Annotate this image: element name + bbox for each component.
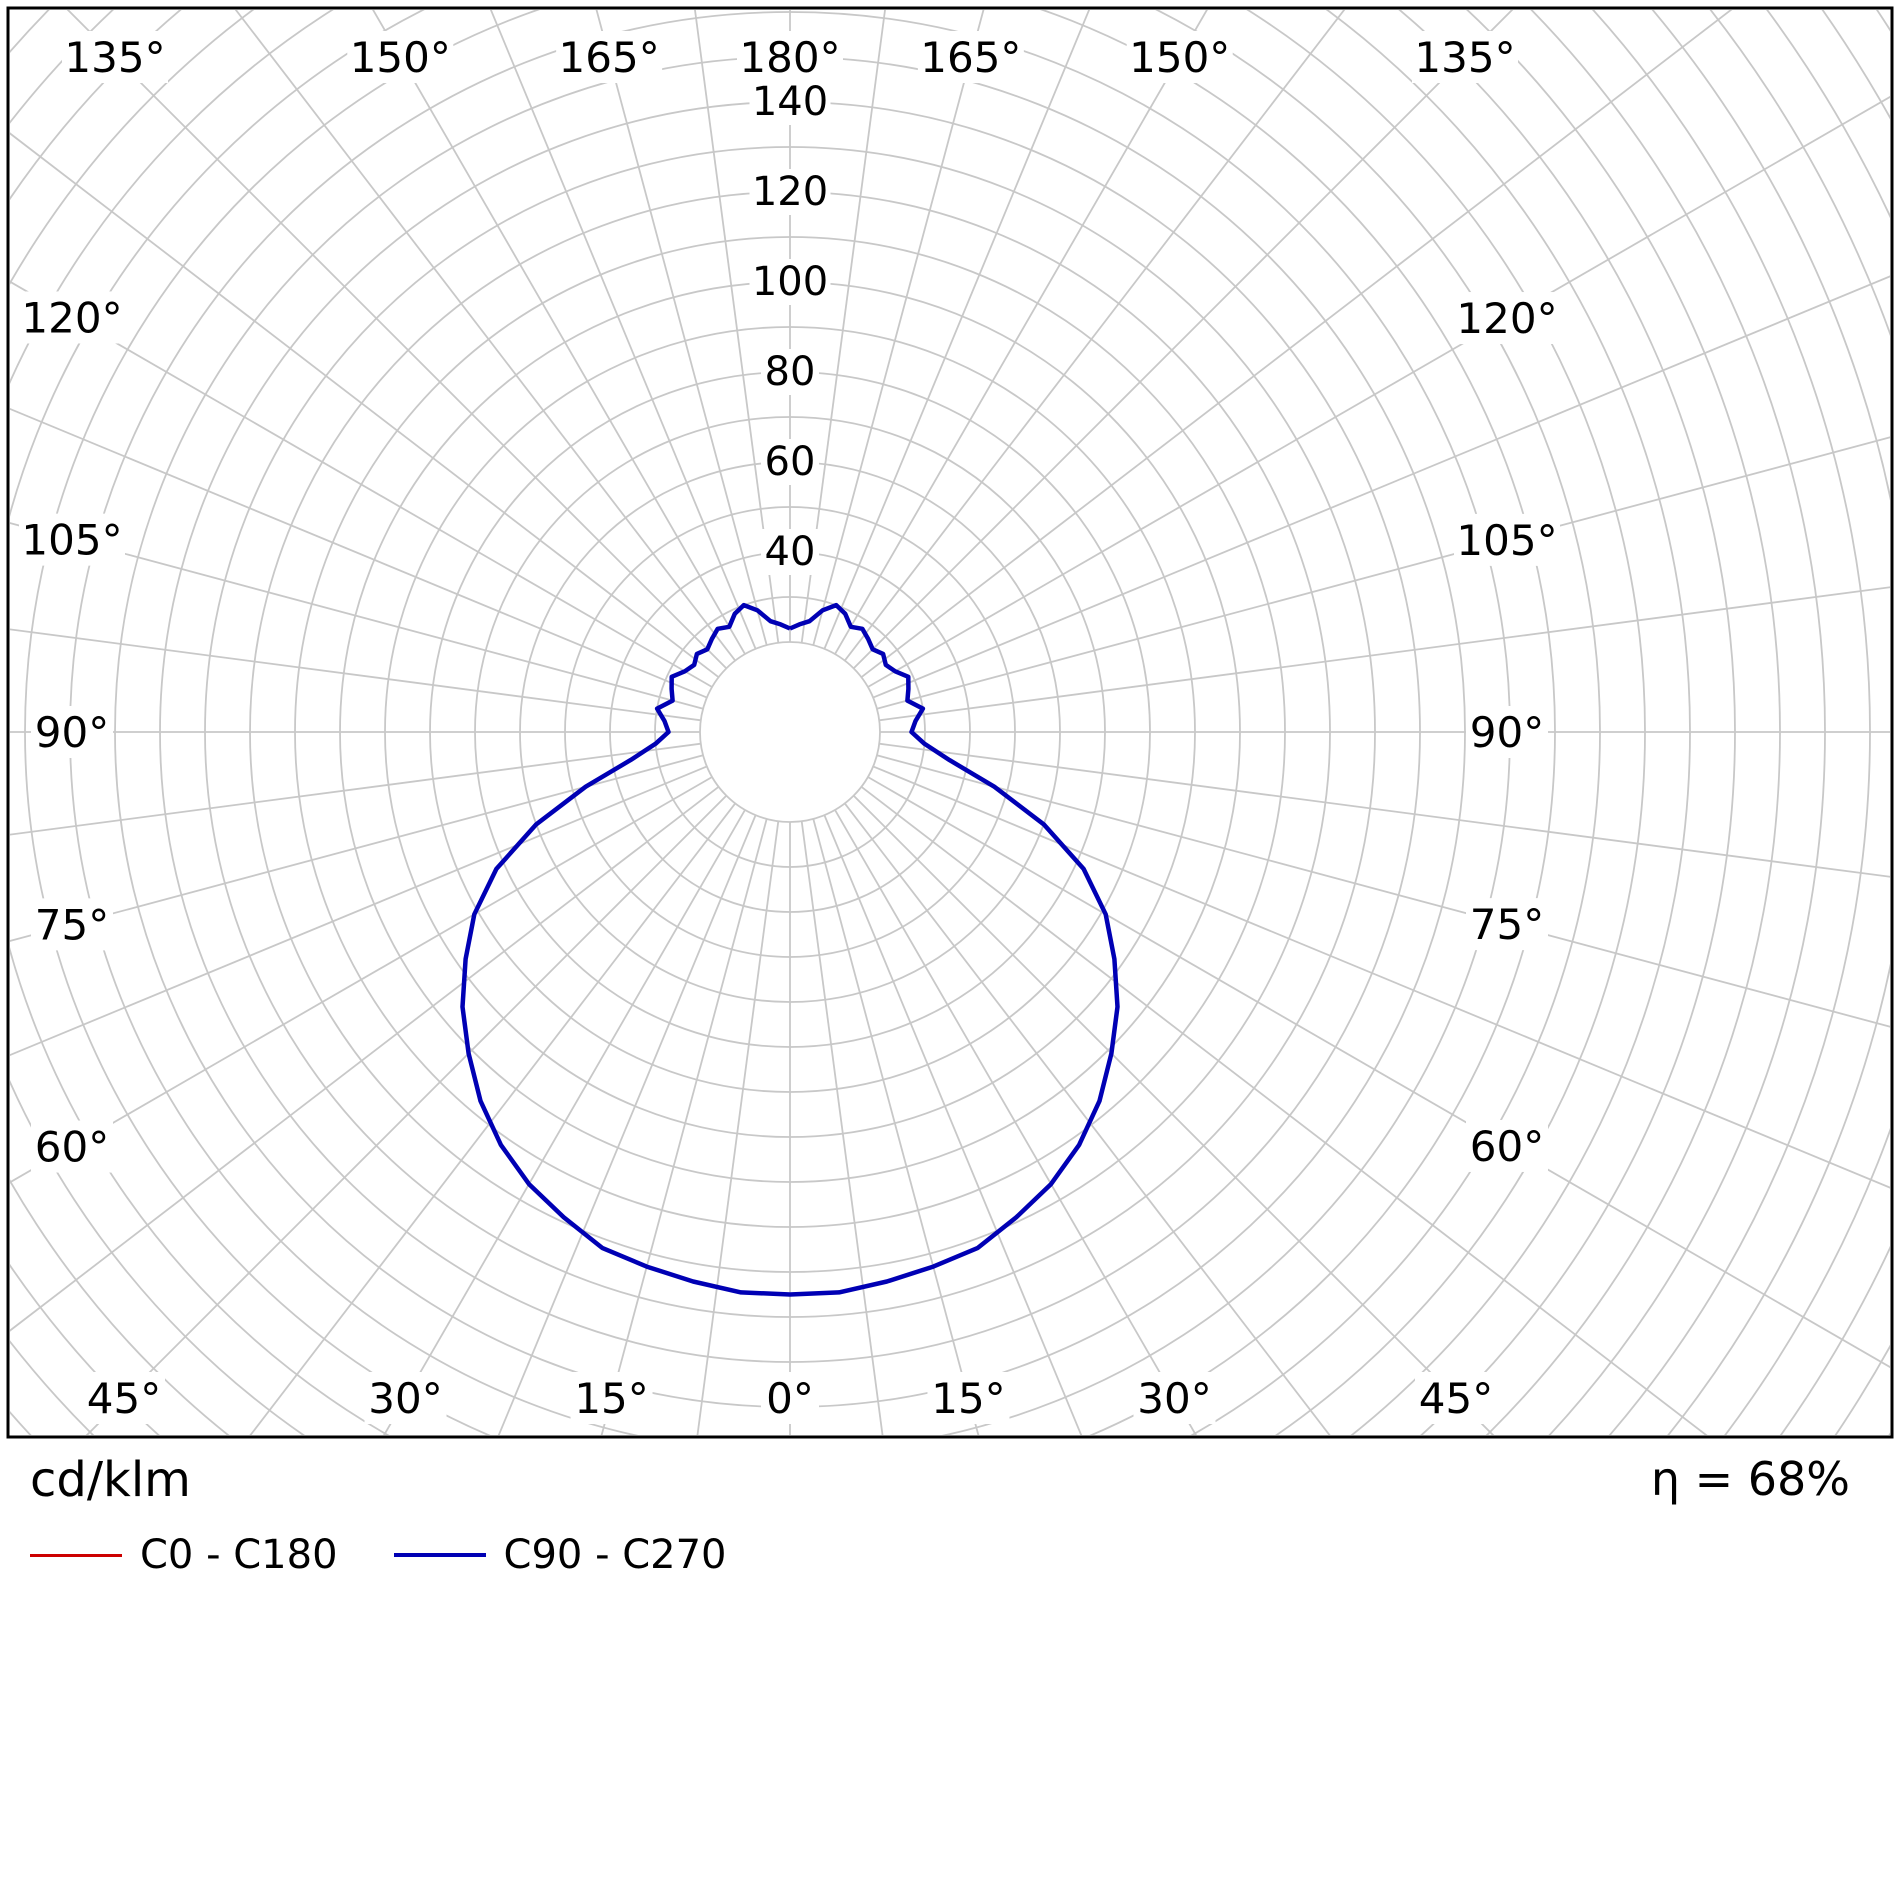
angle-tick-label: 105°: [1456, 516, 1557, 565]
angle-labels: 0° 15° 15° 30° 30° 45° 45° 60° 60° 75° 75° 90° 90° 10…: [19, 31, 1560, 1424]
legend: C0 - C180 C90 - C270: [30, 1532, 727, 1578]
angle-tick-label: 30°: [1137, 1374, 1211, 1423]
legend-label-c0-c180: C0 - C180: [140, 1532, 338, 1578]
angle-tick-label: 75°: [35, 900, 109, 949]
angle-tick-label: 165°: [559, 33, 660, 82]
angle-tick-label: 135°: [1414, 33, 1515, 82]
radial-labels: 40 60 80 100 120 140: [749, 79, 831, 575]
radial-tick-label: 60: [765, 439, 816, 485]
radial-tick-label: 100: [752, 259, 828, 305]
angle-tick-label: 0°: [766, 1374, 814, 1423]
angle-tick-label: 180°: [739, 33, 840, 82]
angle-tick-label: 30°: [368, 1374, 442, 1423]
angle-tick-label: 75°: [1470, 900, 1544, 949]
angle-tick-label: 135°: [64, 33, 165, 82]
angle-tick-label: 120°: [1456, 294, 1557, 343]
angle-tick-label: 15°: [931, 1374, 1005, 1423]
angle-tick-label: 150°: [350, 33, 451, 82]
legend-label-c90-c270: C90 - C270: [503, 1532, 727, 1578]
angle-tick-label: 90°: [35, 708, 109, 757]
angle-tick-label: 45°: [87, 1374, 161, 1423]
c90-c270-line-swatch: [393, 1552, 486, 1558]
angle-tick-label: 105°: [21, 516, 122, 565]
angle-tick-label: 90°: [1470, 708, 1544, 757]
angle-tick-label: 15°: [574, 1374, 648, 1423]
angle-tick-label: 45°: [1419, 1374, 1493, 1423]
angle-tick-label: 150°: [1129, 33, 1230, 82]
c90-c270-curve: [460, 602, 1120, 1297]
angle-tick-label: 60°: [35, 1123, 109, 1172]
efficiency-label: η = 68%: [1650, 1452, 1850, 1506]
legend-item-c0-c180: C0 - C180: [30, 1532, 338, 1578]
radial-tick-label: 40: [765, 529, 816, 575]
legend-item-c90-c270: C90 - C270: [393, 1532, 727, 1578]
radial-tick-label: 120: [752, 169, 828, 215]
c0-c180-line-swatch: [30, 1553, 122, 1557]
polar-chart: 0° 15° 15° 30° 30° 45° 45° 60° 60° 75° 75° 90° 90° 10…: [6, 6, 1894, 1439]
units-label: cd/klm: [30, 1452, 191, 1508]
polar-grid: [10, 10, 1890, 1435]
angle-tick-label: 60°: [1470, 1122, 1544, 1171]
radial-tick-label: 80: [765, 349, 816, 395]
angle-tick-label: 165°: [920, 33, 1021, 82]
angle-tick-label: 120°: [21, 293, 122, 342]
radial-tick-label: 140: [752, 79, 828, 125]
chart-frame: [6, 6, 1894, 1439]
